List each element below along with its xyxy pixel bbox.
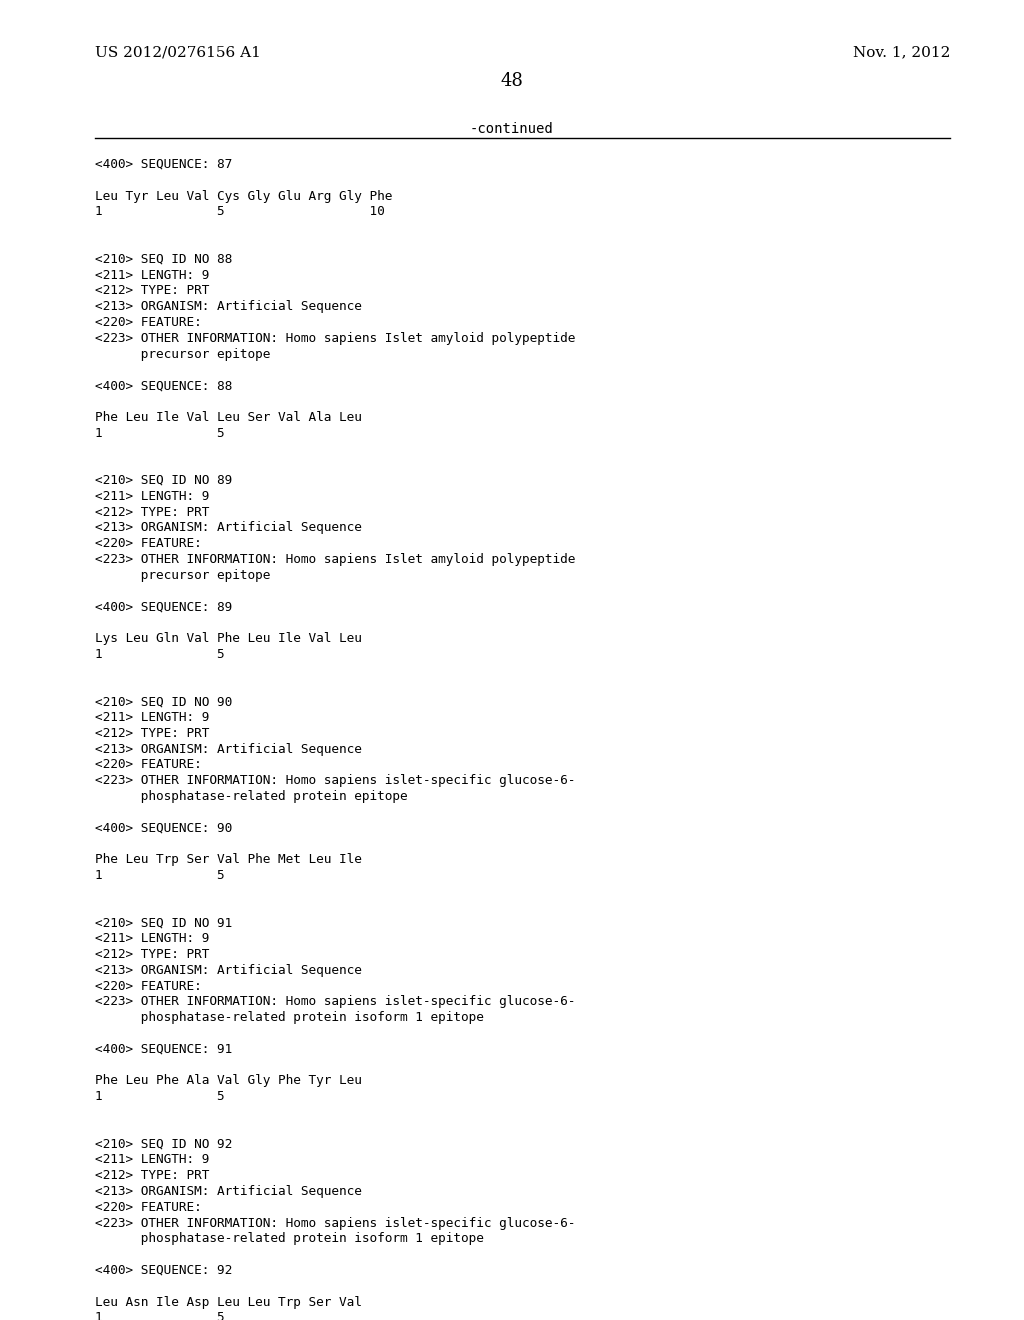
Text: <212> TYPE: PRT: <212> TYPE: PRT: [95, 284, 209, 297]
Text: Leu Asn Ile Asp Leu Leu Trp Ser Val: Leu Asn Ile Asp Leu Leu Trp Ser Val: [95, 1296, 361, 1308]
Text: 48: 48: [501, 73, 523, 90]
Text: 1               5: 1 5: [95, 869, 224, 882]
Text: <220> FEATURE:: <220> FEATURE:: [95, 537, 202, 550]
Text: 1               5: 1 5: [95, 1311, 224, 1320]
Text: 1               5: 1 5: [95, 426, 224, 440]
Text: <210> SEQ ID NO 91: <210> SEQ ID NO 91: [95, 916, 232, 929]
Text: phosphatase-related protein epitope: phosphatase-related protein epitope: [95, 789, 408, 803]
Text: phosphatase-related protein isoform 1 epitope: phosphatase-related protein isoform 1 ep…: [95, 1233, 484, 1245]
Text: <213> ORGANISM: Artificial Sequence: <213> ORGANISM: Artificial Sequence: [95, 1185, 361, 1199]
Text: precursor epitope: precursor epitope: [95, 347, 270, 360]
Text: <223> OTHER INFORMATION: Homo sapiens islet-specific glucose-6-: <223> OTHER INFORMATION: Homo sapiens is…: [95, 775, 575, 787]
Text: <211> LENGTH: 9: <211> LENGTH: 9: [95, 932, 209, 945]
Text: <211> LENGTH: 9: <211> LENGTH: 9: [95, 1154, 209, 1167]
Text: Phe Leu Trp Ser Val Phe Met Leu Ile: Phe Leu Trp Ser Val Phe Met Leu Ile: [95, 853, 361, 866]
Text: <220> FEATURE:: <220> FEATURE:: [95, 759, 202, 771]
Text: -continued: -continued: [470, 121, 554, 136]
Text: 1               5: 1 5: [95, 1090, 224, 1104]
Text: 1               5: 1 5: [95, 648, 224, 661]
Text: <210> SEQ ID NO 92: <210> SEQ ID NO 92: [95, 1138, 232, 1151]
Text: <213> ORGANISM: Artificial Sequence: <213> ORGANISM: Artificial Sequence: [95, 521, 361, 535]
Text: <211> LENGTH: 9: <211> LENGTH: 9: [95, 490, 209, 503]
Text: <210> SEQ ID NO 89: <210> SEQ ID NO 89: [95, 474, 232, 487]
Text: <400> SEQUENCE: 91: <400> SEQUENCE: 91: [95, 1043, 232, 1056]
Text: <223> OTHER INFORMATION: Homo sapiens islet-specific glucose-6-: <223> OTHER INFORMATION: Homo sapiens is…: [95, 1217, 575, 1230]
Text: <212> TYPE: PRT: <212> TYPE: PRT: [95, 1170, 209, 1183]
Text: Phe Leu Phe Ala Val Gly Phe Tyr Leu: Phe Leu Phe Ala Val Gly Phe Tyr Leu: [95, 1074, 361, 1088]
Text: US 2012/0276156 A1: US 2012/0276156 A1: [95, 45, 261, 59]
Text: <220> FEATURE:: <220> FEATURE:: [95, 1201, 202, 1214]
Text: <400> SEQUENCE: 92: <400> SEQUENCE: 92: [95, 1265, 232, 1276]
Text: precursor epitope: precursor epitope: [95, 569, 270, 582]
Text: <213> ORGANISM: Artificial Sequence: <213> ORGANISM: Artificial Sequence: [95, 743, 361, 755]
Text: <220> FEATURE:: <220> FEATURE:: [95, 315, 202, 329]
Text: Phe Leu Ile Val Leu Ser Val Ala Leu: Phe Leu Ile Val Leu Ser Val Ala Leu: [95, 411, 361, 424]
Text: 1               5                   10: 1 5 10: [95, 206, 385, 218]
Text: <212> TYPE: PRT: <212> TYPE: PRT: [95, 506, 209, 519]
Text: <223> OTHER INFORMATION: Homo sapiens Islet amyloid polypeptide: <223> OTHER INFORMATION: Homo sapiens Is…: [95, 331, 575, 345]
Text: <213> ORGANISM: Artificial Sequence: <213> ORGANISM: Artificial Sequence: [95, 964, 361, 977]
Text: <400> SEQUENCE: 87: <400> SEQUENCE: 87: [95, 158, 232, 172]
Text: <211> LENGTH: 9: <211> LENGTH: 9: [95, 711, 209, 723]
Text: <211> LENGTH: 9: <211> LENGTH: 9: [95, 268, 209, 281]
Text: <400> SEQUENCE: 88: <400> SEQUENCE: 88: [95, 379, 232, 392]
Text: <213> ORGANISM: Artificial Sequence: <213> ORGANISM: Artificial Sequence: [95, 300, 361, 313]
Text: Lys Leu Gln Val Phe Leu Ile Val Leu: Lys Leu Gln Val Phe Leu Ile Val Leu: [95, 632, 361, 645]
Text: phosphatase-related protein isoform 1 epitope: phosphatase-related protein isoform 1 ep…: [95, 1011, 484, 1024]
Text: <210> SEQ ID NO 90: <210> SEQ ID NO 90: [95, 696, 232, 709]
Text: <212> TYPE: PRT: <212> TYPE: PRT: [95, 727, 209, 739]
Text: <400> SEQUENCE: 90: <400> SEQUENCE: 90: [95, 821, 232, 834]
Text: <210> SEQ ID NO 88: <210> SEQ ID NO 88: [95, 253, 232, 265]
Text: Nov. 1, 2012: Nov. 1, 2012: [853, 45, 950, 59]
Text: Leu Tyr Leu Val Cys Gly Glu Arg Gly Phe: Leu Tyr Leu Val Cys Gly Glu Arg Gly Phe: [95, 190, 392, 202]
Text: <223> OTHER INFORMATION: Homo sapiens Islet amyloid polypeptide: <223> OTHER INFORMATION: Homo sapiens Is…: [95, 553, 575, 566]
Text: <400> SEQUENCE: 89: <400> SEQUENCE: 89: [95, 601, 232, 614]
Text: <220> FEATURE:: <220> FEATURE:: [95, 979, 202, 993]
Text: <212> TYPE: PRT: <212> TYPE: PRT: [95, 948, 209, 961]
Text: <223> OTHER INFORMATION: Homo sapiens islet-specific glucose-6-: <223> OTHER INFORMATION: Homo sapiens is…: [95, 995, 575, 1008]
